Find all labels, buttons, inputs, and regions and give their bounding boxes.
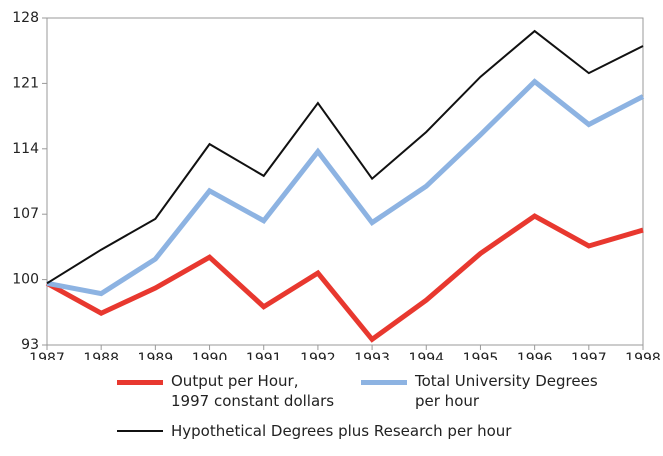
x-tick-label: 1996 — [517, 351, 553, 360]
x-tick-label: 1990 — [192, 351, 228, 360]
x-tick-label: 1992 — [300, 351, 336, 360]
legend-entry: Hypothetical Degrees plus Research per h… — [117, 421, 511, 441]
legend-entry: Output per Hour, 1997 constant dollars — [117, 371, 334, 411]
x-tick-label: 1995 — [463, 351, 499, 360]
y-tick-label: 114 — [12, 141, 39, 157]
series-line — [46, 29, 644, 285]
y-tick-label: 93 — [21, 337, 39, 353]
x-tick-label: 1991 — [246, 351, 282, 360]
x-tick-label: 1994 — [408, 351, 444, 360]
chart: 93 100 107 114 121 128 1987 1988 1989 1990 1991 199… — [12, 10, 661, 367]
y-tick-label: 107 — [12, 206, 39, 222]
legend-label: Output per Hour, 1997 constant dollars — [171, 372, 335, 410]
legend-label: Total University Degrees per hour — [415, 372, 598, 410]
y-tick-label: 100 — [12, 272, 39, 288]
x-tick-label: 1997 — [571, 351, 607, 360]
x-tick-label: 1989 — [138, 351, 174, 360]
series-line — [45, 213, 644, 343]
x-tick-label: 1988 — [83, 351, 119, 360]
y-tick-label: 128 — [12, 10, 39, 26]
legend-label: Hypothetical Degrees plus Research per h… — [171, 422, 512, 440]
series-line — [46, 78, 645, 297]
legend-swatch — [117, 380, 163, 385]
legend-entry: Total University Degrees per hour — [361, 371, 598, 411]
legend-swatch — [361, 380, 407, 385]
x-tick-label: 1993 — [354, 351, 390, 360]
legend-swatch — [117, 430, 163, 432]
x-tick-label: 1987 — [29, 351, 65, 360]
plot-frame — [46, 17, 644, 346]
y-tick-label: 121 — [12, 75, 39, 91]
x-tick-label: 1998 — [625, 351, 661, 360]
